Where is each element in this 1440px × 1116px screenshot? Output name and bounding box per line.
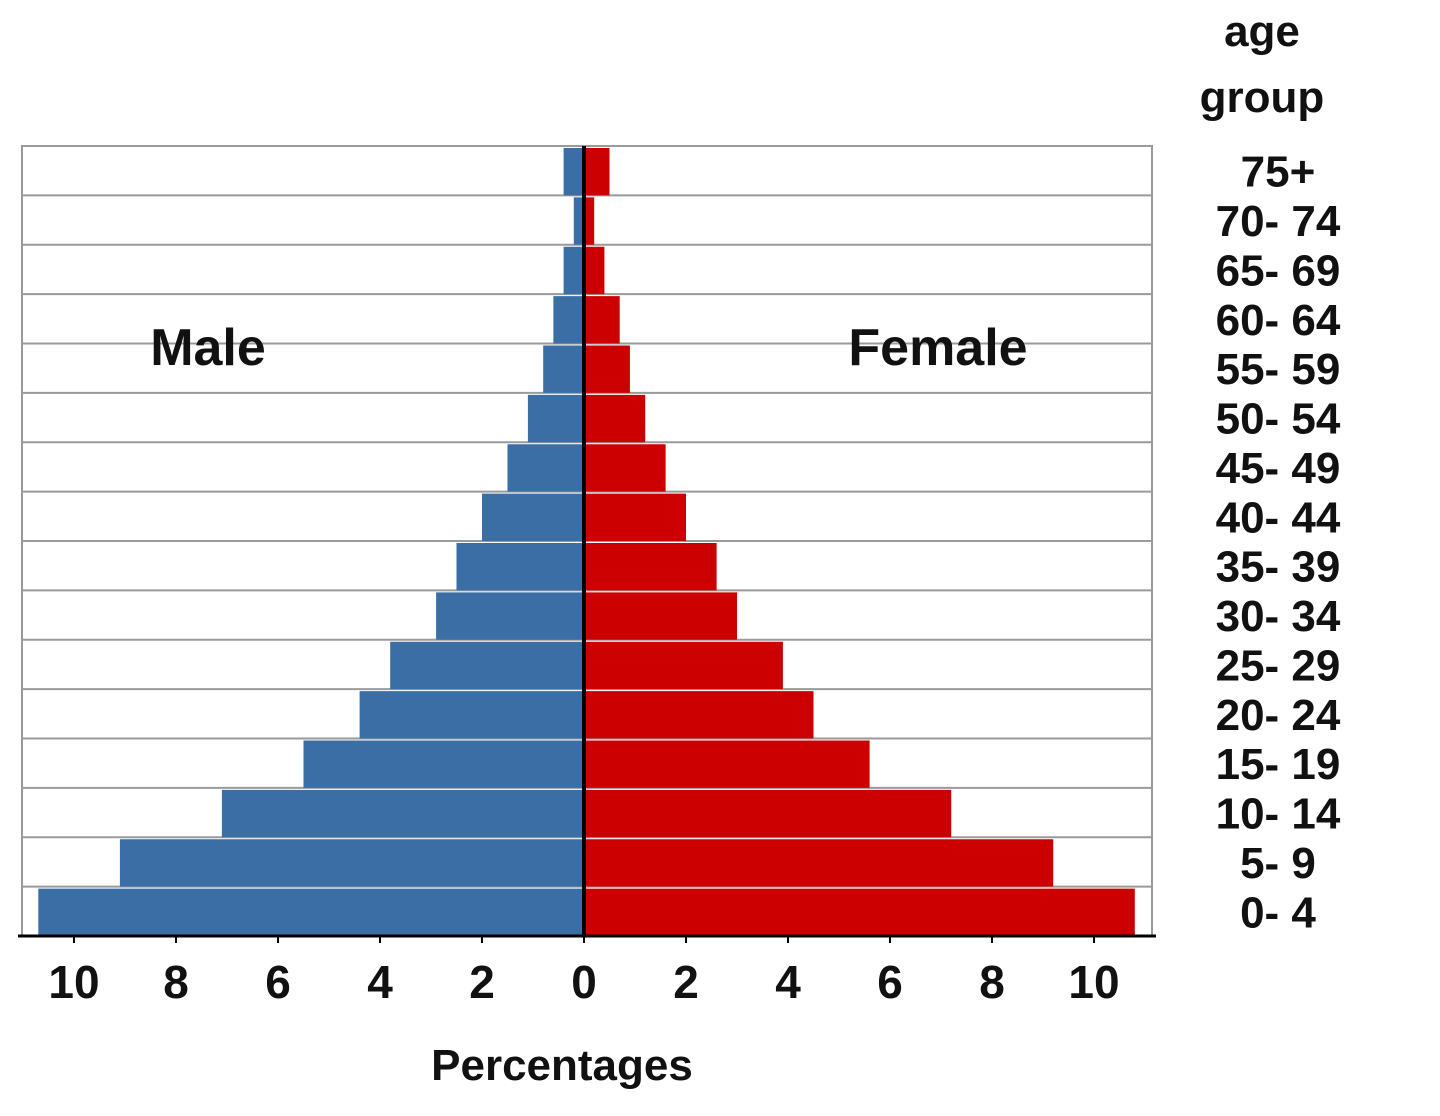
age-group-label: 45- 49 [1216, 444, 1341, 493]
series-label-female: Female [848, 319, 1027, 377]
axes [18, 146, 1156, 943]
bar-male-25-29 [390, 641, 584, 690]
age-group-label: 5- 9 [1240, 839, 1316, 888]
age-group-label: 55- 59 [1216, 345, 1341, 394]
bar-female-45-49 [584, 444, 666, 492]
bar-male-0-4 [38, 888, 585, 936]
age-group-label: 0- 4 [1240, 888, 1316, 937]
bar-male-10-14 [221, 789, 584, 838]
age-group-label: 60- 64 [1216, 296, 1341, 345]
bar-male-60-64 [553, 296, 584, 344]
x-tick-label: 10 [1068, 956, 1119, 1008]
age-group-label: 65- 69 [1216, 246, 1341, 295]
series-label-male: Male [150, 319, 266, 377]
x-tick-label: 6 [877, 956, 903, 1008]
bar-male-15-19 [303, 740, 584, 788]
bar-female-75+ [584, 148, 610, 196]
age-group-label: 25- 29 [1216, 641, 1341, 690]
bar-female-0-4 [584, 888, 1135, 936]
bar-female-25-29 [584, 641, 783, 690]
bar-female-50-54 [584, 394, 646, 443]
bar-male-75+ [563, 148, 584, 196]
bar-male-65-69 [563, 246, 584, 295]
bar-female-55-59 [584, 345, 630, 393]
bar-female-5-9 [584, 839, 1054, 887]
bar-male-40-44 [482, 493, 584, 541]
bar-female-15-19 [584, 740, 870, 788]
age-group-label: 15- 19 [1216, 740, 1341, 789]
bar-male-45-49 [507, 444, 584, 492]
x-tick-label: 2 [469, 956, 495, 1008]
age-group-label: 30- 34 [1216, 592, 1341, 641]
bars [38, 148, 1135, 936]
x-tick-label: 4 [367, 956, 393, 1008]
bar-female-65-69 [584, 246, 605, 295]
x-axis-label: Percentages [431, 1041, 693, 1090]
bar-male-20-24 [359, 691, 584, 739]
y-axis-label-line: group [1200, 73, 1325, 122]
x-tick-label: 6 [265, 956, 291, 1008]
age-group-label: 75+ [1241, 148, 1316, 197]
y-axis-label: age group [1200, 7, 1325, 122]
x-tick-label: 8 [979, 956, 1005, 1008]
age-group-label: 70- 74 [1216, 197, 1341, 246]
bar-male-70-74 [573, 197, 584, 245]
bar-female-40-44 [584, 493, 686, 541]
bar-female-10-14 [584, 789, 952, 838]
age-group-label: 20- 24 [1216, 691, 1341, 740]
age-group-label: 40- 44 [1216, 493, 1341, 542]
x-tick-label: 0 [571, 956, 597, 1008]
bar-female-30-34 [584, 592, 737, 640]
age-group-label: 10- 14 [1216, 790, 1341, 839]
bar-male-35-39 [456, 543, 584, 591]
y-axis-label-line: age [1224, 7, 1300, 56]
bar-male-55-59 [543, 345, 584, 393]
x-tick-label: 2 [673, 956, 699, 1008]
age-group-label: 50- 54 [1216, 395, 1341, 444]
bar-male-50-54 [527, 394, 584, 443]
bar-female-70-74 [584, 197, 595, 245]
bar-female-20-24 [584, 691, 814, 739]
bar-male-30-34 [436, 592, 584, 640]
x-tick-label: 8 [163, 956, 189, 1008]
bar-male-5-9 [119, 839, 585, 887]
x-tick-label: 4 [775, 956, 801, 1008]
x-tick-labels: 10 8 6 4 2 0 2 4 6 8 10 [48, 956, 1119, 1008]
bar-female-35-39 [584, 543, 717, 591]
x-tick-label: 10 [48, 956, 99, 1008]
bar-female-60-64 [584, 296, 620, 344]
age-group-label: 35- 39 [1216, 543, 1341, 592]
